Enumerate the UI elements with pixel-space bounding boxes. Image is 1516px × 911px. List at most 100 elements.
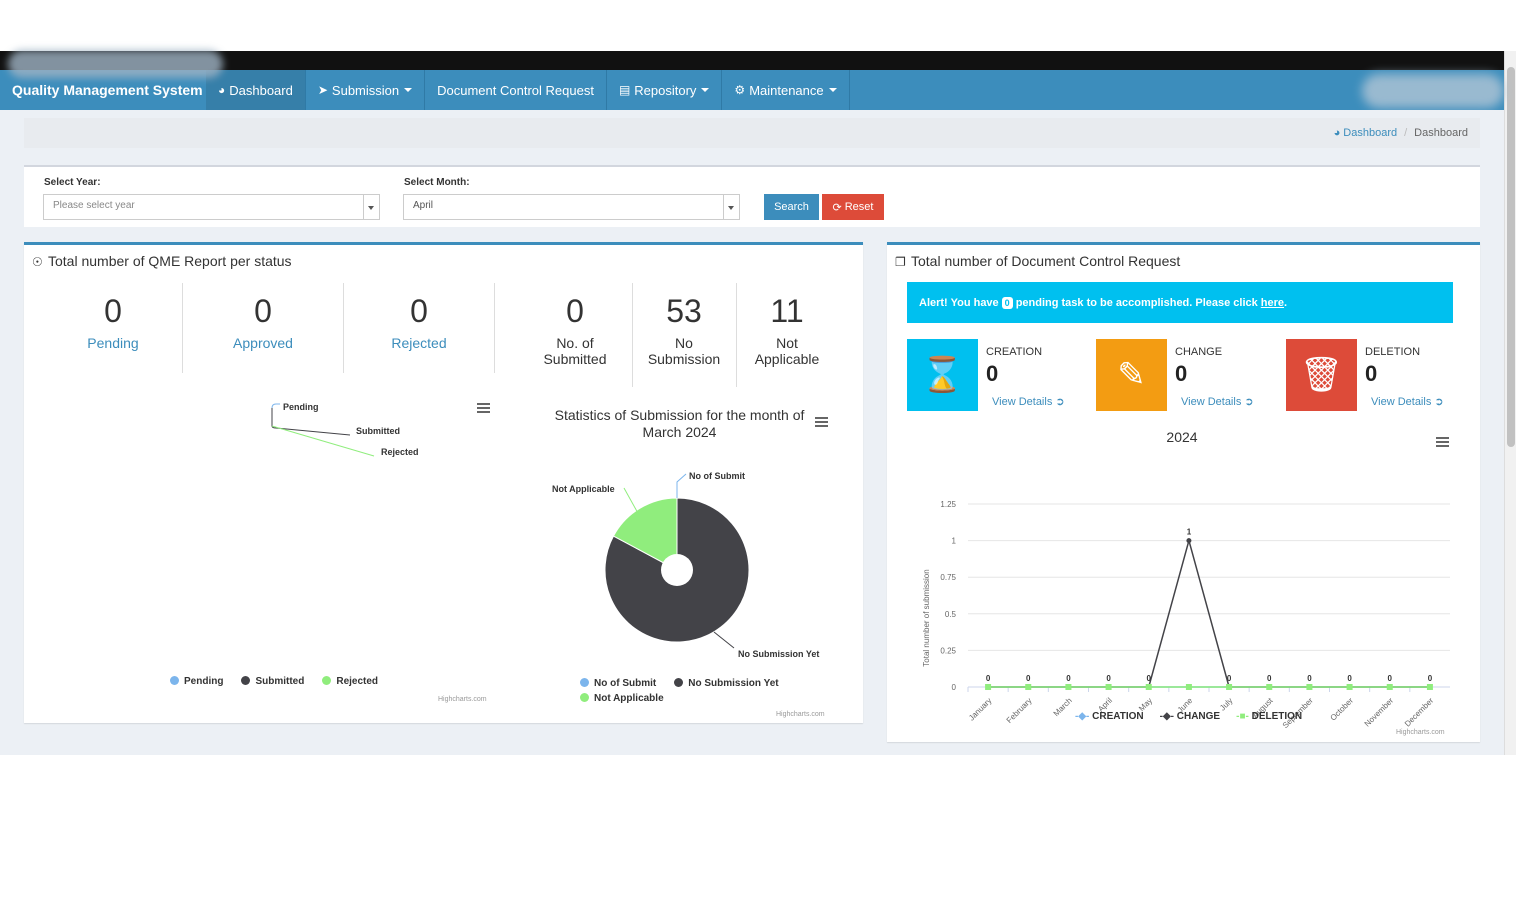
x-tick-label: March [1052,696,1074,718]
qme-panel-title-text: Total number of QME Report per status [48,253,292,269]
legend-item-change[interactable]: -◆- CHANGE [1160,711,1220,722]
year-select[interactable]: Please select year [43,194,380,220]
nav-submission[interactable]: ➤ Submission [306,70,426,110]
chart-credit[interactable]: Highcharts.com [1396,729,1445,736]
data-label: 0 [1227,674,1232,683]
legend-label: Rejected [336,676,379,687]
alert-count-badge: 0 [1001,296,1013,309]
data-label: 0 [1307,674,1312,683]
change-info-box: ✎ CHANGE 0 View Details ➲ [1096,339,1264,411]
submission-pie-legend-row2: Not Applicable [580,693,664,704]
change-view-details-link[interactable]: View Details ➲ [1181,395,1254,408]
pie-connector-submitted [271,408,351,436]
brand-title: Quality Management System [12,82,203,98]
nav-repository[interactable]: ▤ Repository [607,70,723,110]
scrollbar-thumb[interactable] [1507,67,1515,447]
chart-credit[interactable]: Highcharts.com [776,711,825,718]
legend-item-no-of-submit[interactable]: No of Submit [580,678,656,689]
legend-line-marker: -■- [1236,711,1249,722]
search-button[interactable]: Search [764,194,819,220]
y-tick-label: 0.75 [940,573,956,582]
creation-view-details-link[interactable]: View Details ➲ [992,395,1065,408]
view-details-label: View Details [992,396,1053,408]
filter-box: Select Year: Please select year Select M… [24,165,1480,227]
nav-dashboard-label: Dashboard [229,82,293,98]
vertical-scrollbar[interactable] [1504,51,1516,755]
stat-submitted-value: 0 [566,293,584,329]
chevron-down-icon [723,195,739,219]
deletion-value: 0 [1365,361,1378,386]
divider [343,283,344,373]
brand[interactable]: Quality Management System [0,50,223,110]
breadcrumb: ◕ Dashboard / Dashboard [24,118,1480,148]
legend-item-no-submission-yet[interactable]: No Submission Yet [674,678,779,689]
alert-here-link[interactable]: here [1260,296,1285,309]
line-chart-legend: -◆- CREATION -◆- CHANGE -■- DELETION [1075,711,1302,722]
nav-maintenance-label: Maintenance [749,82,824,98]
chart-menu-icon[interactable] [1436,437,1449,447]
view-details-label: View Details [1181,396,1242,408]
chart-menu-icon[interactable] [477,403,490,413]
series-point-deletion [1185,684,1192,690]
legend-label: Submitted [255,676,305,687]
legend-label: DELETION [1251,711,1303,722]
line-chart-title: 2024 [1166,429,1198,445]
data-label: 0 [1347,674,1352,683]
pie-slice-not-applicable [612,497,678,571]
pie-connector-no-of-submit [676,473,687,498]
y-tick-label: 0.5 [945,610,957,619]
divider [736,283,737,387]
x-tick-label: January [967,696,993,722]
pending-task-alert: Alert! You have 0 pending task to be acc… [907,282,1453,323]
submission-pie-legend: No of Submit No Submission Yet [580,678,779,689]
nav-maintenance[interactable]: ⚙ Maintenance [722,70,850,110]
chart-credit[interactable]: Highcharts.com [438,696,487,703]
pie-center-hole [661,554,693,586]
month-select[interactable]: April [403,194,740,220]
legend-item-deletion[interactable]: -■- DELETION [1236,711,1302,722]
gears-icon: ⚙ [734,83,746,97]
submission-pie-chart: No of Submit Not Applicable No Submissio… [552,471,819,659]
nav-dashboard[interactable]: ◕ Dashboard [206,70,306,110]
stat-not-applicable-value: 11 [770,293,804,329]
pie-connector-pending [271,403,280,409]
legend-item-submitted[interactable]: Submitted [241,676,304,687]
stat-approved: 0 Approved [213,293,313,351]
legend-item-rejected[interactable]: Rejected [322,676,378,687]
legend-item-creation[interactable]: -◆- CREATION [1075,711,1144,722]
breadcrumb-home[interactable]: ◕ Dashboard [1333,127,1398,139]
deletion-info-box: 🗑 DELETION 0 View Details ➲ [1286,339,1454,411]
legend-label: Not Applicable [594,693,664,704]
chevron-down-icon [701,88,710,92]
x-tick-label: November [1363,696,1396,729]
blurred-user-menu[interactable] [1362,74,1504,108]
stat-pending-label: Pending [87,335,139,351]
data-label: 1 [1187,528,1192,537]
copy-icon: ❐ [895,255,906,269]
refresh-icon: ⟳ [832,201,842,214]
legend-item-not-applicable[interactable]: Not Applicable [580,693,664,704]
edit-icon: ✎ [1096,339,1167,411]
nav-document-control-request[interactable]: Document Control Request [425,70,607,110]
chart-menu-icon[interactable] [815,417,828,427]
breadcrumb-current: Dashboard [1414,127,1468,139]
deletion-view-details-link[interactable]: View Details ➲ [1371,395,1444,408]
series-point-deletion [1426,684,1433,690]
content-area: ◕ Dashboard / Dashboard Select Year: Ple… [0,110,1504,755]
legend-dot [580,693,589,702]
legend-item-pending[interactable]: Pending [170,676,223,687]
paper-plane-icon: ➤ [317,83,328,97]
pie-label-no-of-submit: No of Submit [689,471,745,481]
pie-label-no-submission-yet: No Submission Yet [738,649,819,659]
data-label: 0 [1026,674,1031,683]
legend-label: CHANGE [1176,711,1221,722]
y-axis-title: Total number of submission [922,569,931,666]
reset-button[interactable]: ⟳ Reset [822,194,884,220]
x-tick-label: October [1329,696,1356,723]
chevron-down-icon [828,88,837,92]
pie-label-not-applicable: Not Applicable [552,484,615,494]
main-navbar: Quality Management System ◕ Dashboard ➤ … [0,50,1504,110]
divider [182,283,183,373]
view-details-label: View Details [1371,396,1432,408]
creation-info-box: ⌛ CREATION 0 View Details ➲ [907,339,1075,411]
